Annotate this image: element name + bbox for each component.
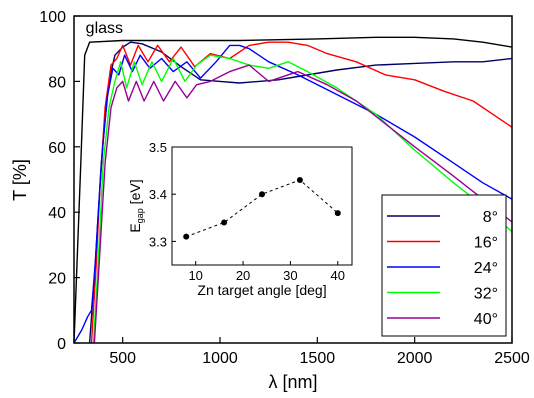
inset-y-axis-label-main: E (127, 223, 143, 232)
series-line-0 (73, 36, 513, 344)
legend-items: 8° 16° 24° 32° 40° (387, 209, 498, 328)
inset-layer: 10 20 30 40 3.3 3.4 3.5 (149, 140, 345, 283)
series-line-4 (92, 54, 513, 344)
glass-annotation: glass (86, 20, 123, 37)
inset-x-tick-label-2: 30 (283, 268, 297, 283)
x-tick-label-2: 1500 (300, 350, 336, 367)
y-tick-label-4: 80 (48, 74, 66, 91)
y-tick-label-5: 100 (39, 9, 66, 26)
inset-y-tick-label-0: 3.3 (149, 234, 167, 249)
y-tick-label-3: 60 (48, 140, 66, 157)
inset-x-tick-label-0: 10 (188, 268, 202, 283)
legend-label-3: 32° (474, 286, 498, 303)
legend-box (381, 194, 507, 337)
inset-x-axis-label: Zn target angle [deg] (197, 282, 326, 298)
legend-label-0: 8° (483, 209, 498, 226)
series-layer (73, 36, 513, 344)
y-tick-label-0: 0 (57, 336, 66, 353)
y-axis-label: T [%] (10, 159, 30, 201)
inset-point-3 (296, 177, 303, 184)
y-tick-label-1: 20 (48, 271, 66, 288)
inset-point-0 (183, 233, 190, 240)
x-tick-label-3: 2000 (397, 350, 433, 367)
inset-y-axis-label-unit: [eV] (127, 179, 143, 208)
series-line-3 (73, 44, 513, 344)
x-tick-label-0: 500 (109, 350, 136, 367)
main-axes-ticks: 500 1000 1500 2000 2500 0 20 40 60 80 100 (39, 9, 530, 367)
legend-label-4: 40° (474, 311, 498, 328)
inset-x-tick-label-3: 40 (331, 268, 345, 283)
legend-label-2: 24° (474, 260, 498, 277)
inset-y-axis-label-sub: gap (135, 208, 145, 223)
inset-y-axis-label: Egap [eV] (127, 179, 145, 232)
inset-x-tick-label-1: 20 (236, 268, 250, 283)
inset-point-4 (334, 210, 341, 217)
y-tick-label-2: 40 (48, 205, 66, 222)
main-plot-frame (73, 15, 513, 344)
x-tick-label-1: 1000 (202, 350, 238, 367)
x-axis-label: λ [nm] (268, 372, 317, 392)
series-line-5 (93, 64, 513, 344)
inset-y-tick-label-2: 3.5 (149, 140, 167, 155)
legend-label-1: 16° (474, 235, 498, 252)
inset-background (171, 146, 353, 266)
inset-y-tick-label-1: 3.4 (149, 187, 167, 202)
x-tick-label-4: 2500 (494, 350, 530, 367)
inset-trend-line (186, 179, 339, 238)
inset-point-2 (259, 191, 265, 198)
legend: 8° 16° 24° 32° 40° (381, 194, 507, 337)
inset-chart: 10 20 30 403.33.43.5 Zn target angle [deg] … (127, 140, 353, 298)
inset-point-1 (221, 219, 228, 226)
